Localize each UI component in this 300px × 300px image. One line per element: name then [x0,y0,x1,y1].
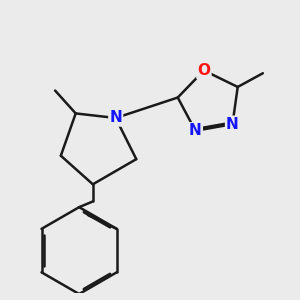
Text: N: N [189,123,202,138]
Text: N: N [109,110,122,125]
Text: O: O [197,63,210,78]
Text: N: N [226,117,239,132]
